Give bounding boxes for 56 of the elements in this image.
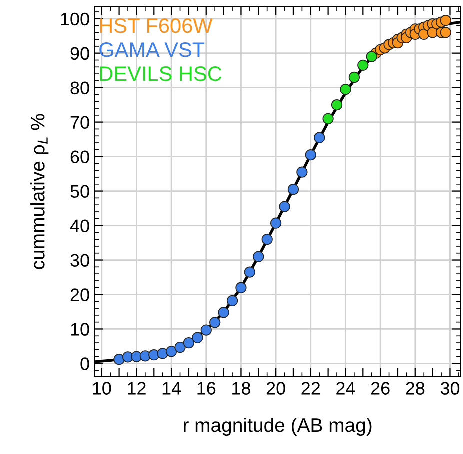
- y-tick-label: 50: [70, 185, 90, 198]
- point: [288, 184, 300, 196]
- point: [262, 234, 273, 246]
- point: [279, 201, 290, 212]
- y-tick-label: 20: [70, 288, 90, 302]
- text: HST F606W: [100, 18, 213, 34]
- point: [340, 84, 352, 96]
- point: [218, 307, 230, 318]
- x-tick-label: 16: [198, 382, 216, 395]
- text: DEVILS HSC: [100, 66, 222, 82]
- x-tick-label: 22: [302, 382, 320, 395]
- point: [148, 350, 160, 361]
- point: [183, 337, 195, 349]
- point: [305, 150, 316, 161]
- x-tick-label: 20: [266, 382, 286, 395]
- y-tick-label: 0: [80, 358, 90, 370]
- point: [200, 324, 212, 336]
- point: [253, 251, 264, 262]
- point: [244, 266, 256, 278]
- point: [210, 317, 221, 328]
- point: [366, 51, 378, 62]
- point: [296, 166, 308, 178]
- point: [157, 348, 168, 360]
- y-axis-title: cummulative ρ$_{L}$ %: [30, 114, 49, 270]
- point: [440, 15, 452, 26]
- x-tick-label: 28: [406, 382, 425, 395]
- point: [192, 332, 204, 344]
- point: [166, 346, 178, 358]
- point: [114, 354, 125, 366]
- y-tick-label: 80: [70, 82, 90, 95]
- y-tick-label: 100: [61, 12, 90, 26]
- point: [440, 27, 452, 38]
- y-tick-label: 40: [70, 220, 90, 232]
- point: [174, 342, 186, 354]
- x-tick-label: 26: [371, 382, 390, 395]
- point: [322, 113, 334, 124]
- y-tick-label: 90: [70, 47, 90, 60]
- y-tick-label: 60: [70, 150, 90, 164]
- point: [331, 100, 343, 111]
- point: [314, 132, 326, 144]
- point: [270, 218, 282, 229]
- x-tick-label: 30: [440, 382, 460, 395]
- point: [358, 60, 369, 71]
- x-tick-label: 12: [128, 382, 146, 395]
- y-tick-label: 10: [71, 323, 90, 336]
- point: [236, 282, 247, 294]
- point: [348, 72, 360, 84]
- text: GAMA VST: [100, 42, 205, 58]
- x-tick-label: 18: [232, 382, 250, 395]
- point: [226, 295, 238, 307]
- x-tick-label: 10: [93, 382, 112, 395]
- x-tick-label: 14: [162, 382, 182, 395]
- x-axis-title: r magnitude (AB mag): [184, 418, 372, 436]
- x-tick-label: 24: [336, 382, 356, 395]
- y-tick-label: 70: [70, 116, 90, 130]
- y-tick-label: 30: [70, 254, 90, 267]
